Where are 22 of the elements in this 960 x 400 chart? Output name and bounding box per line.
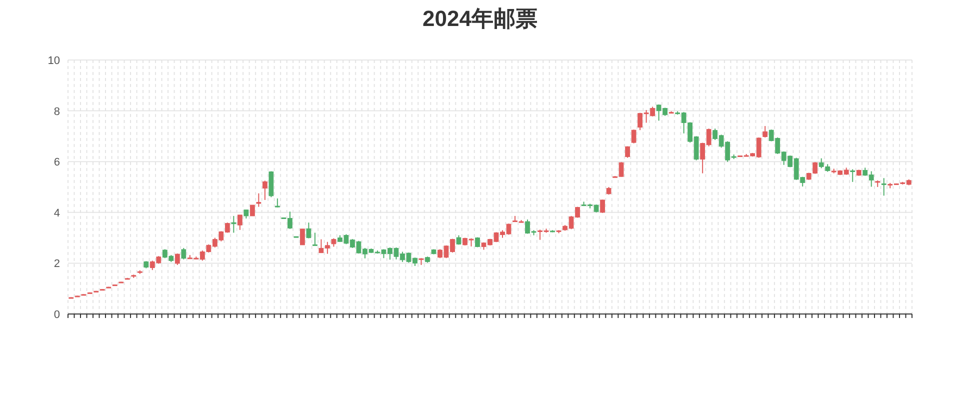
candlestick (237, 214, 242, 230)
candlestick (600, 199, 605, 214)
candlestick (181, 247, 186, 260)
y-tick-label: 2 (54, 258, 60, 270)
candlestick (312, 232, 318, 246)
candlestick (306, 222, 312, 239)
chart-title: 2024年邮票 (422, 6, 538, 31)
candlestick (262, 180, 268, 200)
y-tick-label: 4 (54, 207, 60, 220)
y-tick-label: 6 (54, 156, 60, 169)
y-tick-label: 0 (54, 309, 60, 321)
candlestick (850, 168, 856, 182)
candlestick (631, 129, 636, 144)
candlestick (762, 126, 768, 138)
candlestick (174, 253, 180, 266)
candlestick (231, 215, 236, 234)
candlestick (300, 228, 305, 246)
y-tick-label: 8 (54, 106, 60, 118)
candlestick (881, 178, 886, 196)
candlestick (250, 204, 255, 216)
y-tick-label: 10 (48, 55, 60, 67)
candlestick (256, 192, 262, 208)
